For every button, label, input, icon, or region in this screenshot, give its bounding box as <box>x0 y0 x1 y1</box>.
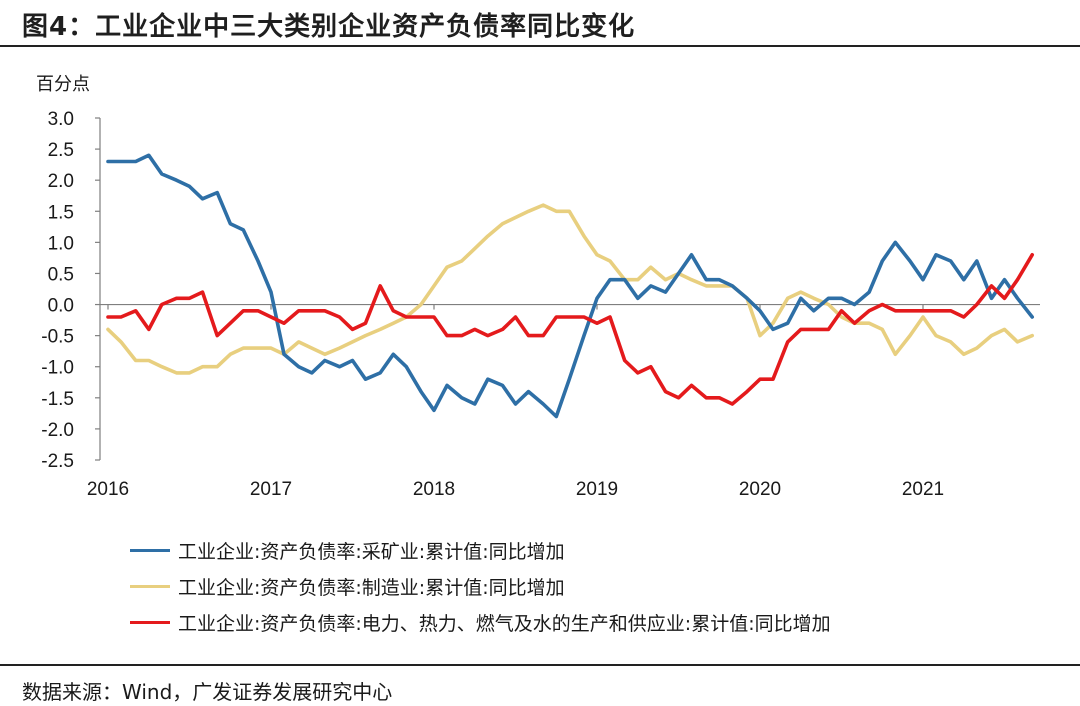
legend-label-manufacturing: 工业企业:资产负债率:制造业:累计值:同比增加 <box>178 576 565 599</box>
title-rule <box>0 45 1080 47</box>
y-tick-label: -2.0 <box>41 420 74 441</box>
x-tick-label: 2018 <box>413 479 455 500</box>
series-line-1 <box>106 203 1034 375</box>
x-tick-label: 2019 <box>576 479 618 500</box>
y-tick-label: 3.0 <box>48 109 74 130</box>
y-tick-label: 0.0 <box>48 296 74 317</box>
y-tick-label: 0.5 <box>48 264 74 285</box>
figure-title: 图4：工业企业中三大类别企业资产负债率同比变化 <box>22 12 636 42</box>
x-tick-label: 2016 <box>87 479 129 500</box>
legend-label-utilities: 工业企业:资产负债率:电力、热力、燃气及水的生产和供应业:累计值:同比增加 <box>178 612 831 635</box>
y-tick-label: -2.5 <box>41 451 74 472</box>
series-line-0 <box>106 153 1034 419</box>
legend-swatch-manufacturing <box>130 584 170 588</box>
legend-label-mining: 工业企业:资产负债率:采矿业:累计值:同比增加 <box>178 540 565 563</box>
legend: 工业企业:资产负债率:采矿业:累计值:同比增加 工业企业:资产负债率:制造业:累… <box>130 532 831 640</box>
y-tick-label: 2.0 <box>48 171 74 192</box>
legend-item-mining: 工业企业:资产负债率:采矿业:累计值:同比增加 <box>130 532 831 568</box>
y-tick-label: 2.5 <box>48 140 74 161</box>
y-tick-label: 1.5 <box>48 202 74 223</box>
y-tick-label: 1.0 <box>48 233 74 254</box>
series-line-2 <box>106 253 1034 406</box>
y-tick-label: -1.0 <box>41 358 74 379</box>
source-rule <box>0 664 1080 666</box>
legend-item-utilities: 工业企业:资产负债率:电力、热力、燃气及水的生产和供应业:累计值:同比增加 <box>130 604 831 640</box>
source-note: 数据来源：Wind，广发证券发展研究中心 <box>22 680 393 704</box>
y-tick-label: -0.5 <box>41 327 74 348</box>
y-axis-unit-label: 百分点 <box>36 74 90 95</box>
y-tick-label: -1.5 <box>41 389 74 410</box>
x-tick-label: 2020 <box>739 479 781 500</box>
x-tick-label: 2017 <box>250 479 292 500</box>
legend-swatch-utilities <box>130 620 170 624</box>
legend-item-manufacturing: 工业企业:资产负债率:制造业:累计值:同比增加 <box>130 568 831 604</box>
x-tick-label: 2021 <box>902 479 944 500</box>
legend-swatch-mining <box>130 548 170 552</box>
